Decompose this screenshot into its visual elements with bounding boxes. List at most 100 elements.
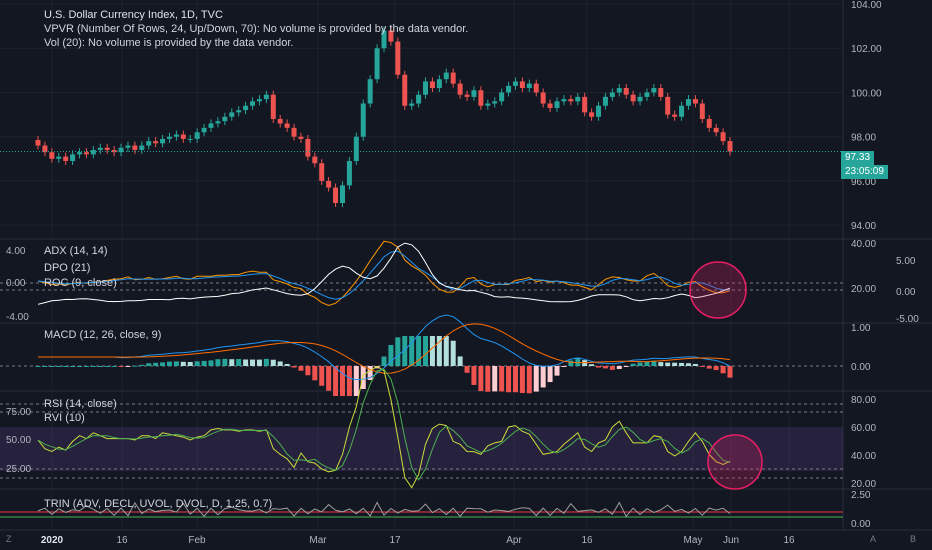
candle-body bbox=[70, 154, 76, 162]
candle-body bbox=[139, 145, 145, 150]
candle-body bbox=[305, 138, 311, 157]
macd-histogram-bar bbox=[623, 366, 629, 367]
trin-line bbox=[37, 501, 731, 518]
dpo-legend[interactable]: DPO (21) bbox=[44, 262, 91, 274]
adx-legend[interactable]: ADX (14, 14) bbox=[44, 245, 108, 257]
macd-histogram-bar bbox=[485, 366, 491, 392]
candle-body bbox=[561, 99, 567, 102]
time-tick-label: 2020 bbox=[41, 535, 64, 546]
macd-legend[interactable]: MACD (12, 26, close, 9) bbox=[44, 329, 162, 341]
candle-body bbox=[464, 94, 470, 97]
macd-histogram-bar bbox=[692, 363, 698, 366]
candle-body bbox=[409, 103, 415, 106]
candle-body bbox=[471, 90, 477, 97]
macd-histogram-bar bbox=[416, 336, 422, 366]
macd-histogram-bar bbox=[727, 366, 733, 378]
candle-body bbox=[381, 30, 387, 49]
rsi-left-tick: 75.00 bbox=[6, 407, 31, 418]
candle-body bbox=[616, 88, 622, 93]
macd-histogram-bar bbox=[679, 362, 685, 366]
candle-body bbox=[630, 94, 636, 102]
candle-body bbox=[194, 132, 200, 139]
adx-right-tick: 20.00 bbox=[851, 284, 876, 295]
macd-histogram-bar bbox=[665, 362, 671, 366]
macd-histogram-bar bbox=[229, 359, 235, 366]
candle-body bbox=[450, 72, 456, 84]
candle-body bbox=[623, 88, 629, 95]
candle-body bbox=[63, 156, 69, 162]
candle-body bbox=[395, 41, 401, 75]
rsi-left-tick: 50.00 bbox=[6, 435, 31, 446]
time-tick-label: May bbox=[684, 535, 703, 546]
macd-histogram-bar bbox=[596, 366, 602, 368]
rvi-right-tick: 20.00 bbox=[851, 479, 876, 490]
macd-histogram-bar bbox=[326, 366, 332, 391]
macd-histogram-bar bbox=[464, 366, 470, 373]
macd-histogram-bar bbox=[160, 362, 166, 366]
candle-body bbox=[367, 79, 373, 104]
macd-histogram-bar bbox=[478, 366, 484, 392]
grid-lines bbox=[0, 0, 932, 531]
time-tick-label: Jun bbox=[723, 535, 739, 546]
macd-histogram-bar bbox=[609, 366, 615, 370]
macd-histogram-bar bbox=[35, 366, 41, 367]
macd-histogram-bar bbox=[644, 361, 650, 366]
candle-body bbox=[208, 123, 214, 128]
macd-histogram-bar bbox=[56, 366, 62, 367]
macd-histogram-bar bbox=[360, 366, 366, 390]
macd-histogram-bar bbox=[243, 359, 249, 366]
candle-body bbox=[77, 152, 83, 155]
candle-body bbox=[250, 101, 256, 106]
time-tick-label: 16 bbox=[581, 535, 593, 546]
vol-legend[interactable]: Vol (20): No volume is provided by the d… bbox=[44, 37, 294, 49]
candle-body bbox=[229, 112, 235, 117]
adx-left-tick: 4.00 bbox=[6, 246, 26, 257]
candle-body bbox=[56, 156, 62, 159]
candle-body bbox=[665, 96, 671, 115]
macd-histogram-bar bbox=[173, 361, 179, 366]
candle-body bbox=[402, 74, 408, 106]
macd-histogram-bar bbox=[104, 366, 110, 367]
candle-body bbox=[602, 96, 608, 106]
candle-body bbox=[90, 149, 96, 155]
candle-body bbox=[651, 88, 657, 93]
roc-legend[interactable]: ROC (9, close) bbox=[44, 277, 117, 289]
corner-z[interactable]: Z bbox=[6, 534, 12, 544]
price-tick-label: 102.00 bbox=[851, 44, 882, 55]
vpvr-legend[interactable]: VPVR (Number Of Rows, 24, Up/Down, 70): … bbox=[44, 23, 469, 35]
macd-histogram-bar bbox=[277, 361, 283, 366]
macd-histogram-bar bbox=[713, 366, 719, 371]
macd-histogram-bar bbox=[720, 366, 726, 374]
macd-histogram-bar bbox=[637, 362, 643, 366]
macd-histogram-bar bbox=[250, 359, 256, 366]
macd-histogram-bar bbox=[395, 337, 401, 366]
trin-legend[interactable]: TRIN (ADV, DECL, UVOL, DVOL, D, 1.25, 0.… bbox=[44, 498, 273, 510]
macd-histogram-bar bbox=[153, 362, 159, 366]
candle-body bbox=[173, 134, 179, 137]
corner-a[interactable]: A bbox=[870, 534, 877, 544]
macd-histogram-bar bbox=[436, 336, 442, 366]
macd-histogram-bar bbox=[471, 366, 477, 385]
candle-body bbox=[547, 103, 553, 108]
rvi-legend[interactable]: RVI (10) bbox=[44, 412, 85, 424]
macd-histogram-bar bbox=[111, 366, 117, 367]
candle-body bbox=[596, 105, 602, 117]
macd-histogram-bar bbox=[125, 366, 131, 367]
macd-histogram-bar bbox=[409, 336, 415, 366]
candle-body bbox=[35, 140, 41, 146]
time-tick-label: 16 bbox=[783, 535, 795, 546]
macd-histogram-bar bbox=[270, 359, 276, 366]
macd-histogram-bar bbox=[70, 366, 76, 367]
rsi-left-tick: 25.00 bbox=[6, 464, 31, 475]
chart-title: U.S. Dollar Currency Index, 1D, TVC bbox=[44, 9, 223, 21]
candle-body bbox=[118, 147, 124, 153]
corner-b[interactable]: B bbox=[910, 534, 917, 544]
rvi-right-tick: 40.00 bbox=[851, 451, 876, 462]
macd-histogram-bar bbox=[519, 366, 525, 394]
candle-body bbox=[388, 30, 394, 42]
macd-histogram-bar bbox=[291, 366, 297, 368]
rsi-legend[interactable]: RSI (14, close) bbox=[44, 398, 117, 410]
macd-histogram-bar bbox=[180, 361, 186, 366]
candle-body bbox=[692, 99, 698, 104]
